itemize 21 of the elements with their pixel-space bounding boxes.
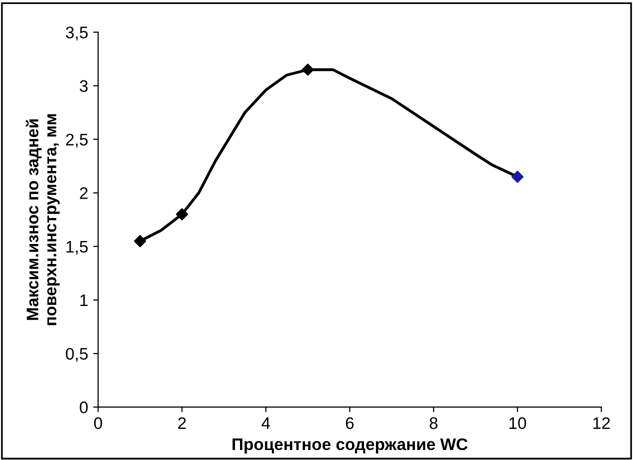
y-tick-label: 3,5 (66, 26, 88, 40)
x-tick-label: 8 (430, 417, 438, 430)
y-tick-label: 1,5 (66, 241, 88, 255)
point (176, 208, 188, 220)
x-tick-label: 6 (346, 417, 354, 430)
point (511, 170, 524, 183)
y-tick-label: 2,5 (66, 134, 88, 148)
x-axis-title: Процентное содержание WC (232, 438, 468, 454)
y-tick-label: 0 (80, 402, 88, 414)
x-tick-label: 12 (593, 417, 610, 429)
y-tick-label: 2 (80, 187, 88, 199)
y-axis-title: Максим.износ по задней поверхн.инструмента, мм (26, 114, 60, 326)
y-tick-label: 0,5 (66, 348, 88, 362)
x-tick-label: 10 (509, 417, 526, 430)
y-tick-label: 3 (80, 80, 88, 92)
point (134, 235, 146, 248)
x-tick-label: 0 (94, 417, 102, 430)
x-tick-label: 4 (262, 417, 270, 429)
point (302, 64, 314, 76)
x-tick-label: 2 (178, 417, 186, 429)
y-tick-label: 1 (80, 294, 88, 306)
